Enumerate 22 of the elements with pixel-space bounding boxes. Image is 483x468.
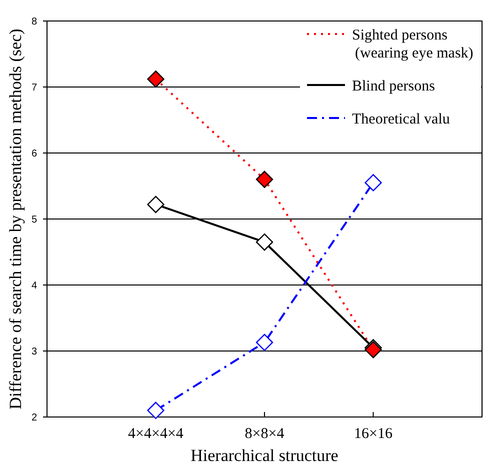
point [147, 402, 164, 419]
point [364, 174, 382, 192]
x-axis-title: Hierarchical structure [190, 446, 338, 465]
y-tick-label: 4 [31, 280, 38, 292]
legend-label: Blind persons [352, 78, 436, 94]
y-tick-label: 6 [31, 148, 38, 160]
y-tick-label: 5 [31, 214, 38, 226]
legend-label: Theoretical valu [352, 111, 450, 128]
point [256, 334, 274, 352]
y-tick-label: 8 [31, 16, 38, 28]
y-tick-label: 3 [31, 346, 38, 358]
point [256, 234, 274, 251]
y-axis-title: Difference of search time by presentation methods (sec) [6, 28, 25, 410]
y-tick-label: 2 [31, 412, 38, 424]
y-tick-label: 7 [31, 82, 38, 94]
point [147, 196, 164, 214]
point [147, 70, 164, 88]
x-tick-label: 8×8×4 [244, 426, 285, 442]
legend-label: Sighted persons (wearing eye mask) [352, 27, 474, 62]
x-tick-label: 16×16 [354, 426, 393, 442]
point [256, 170, 274, 188]
x-tick-label: 4×4×4×4 [128, 426, 184, 442]
